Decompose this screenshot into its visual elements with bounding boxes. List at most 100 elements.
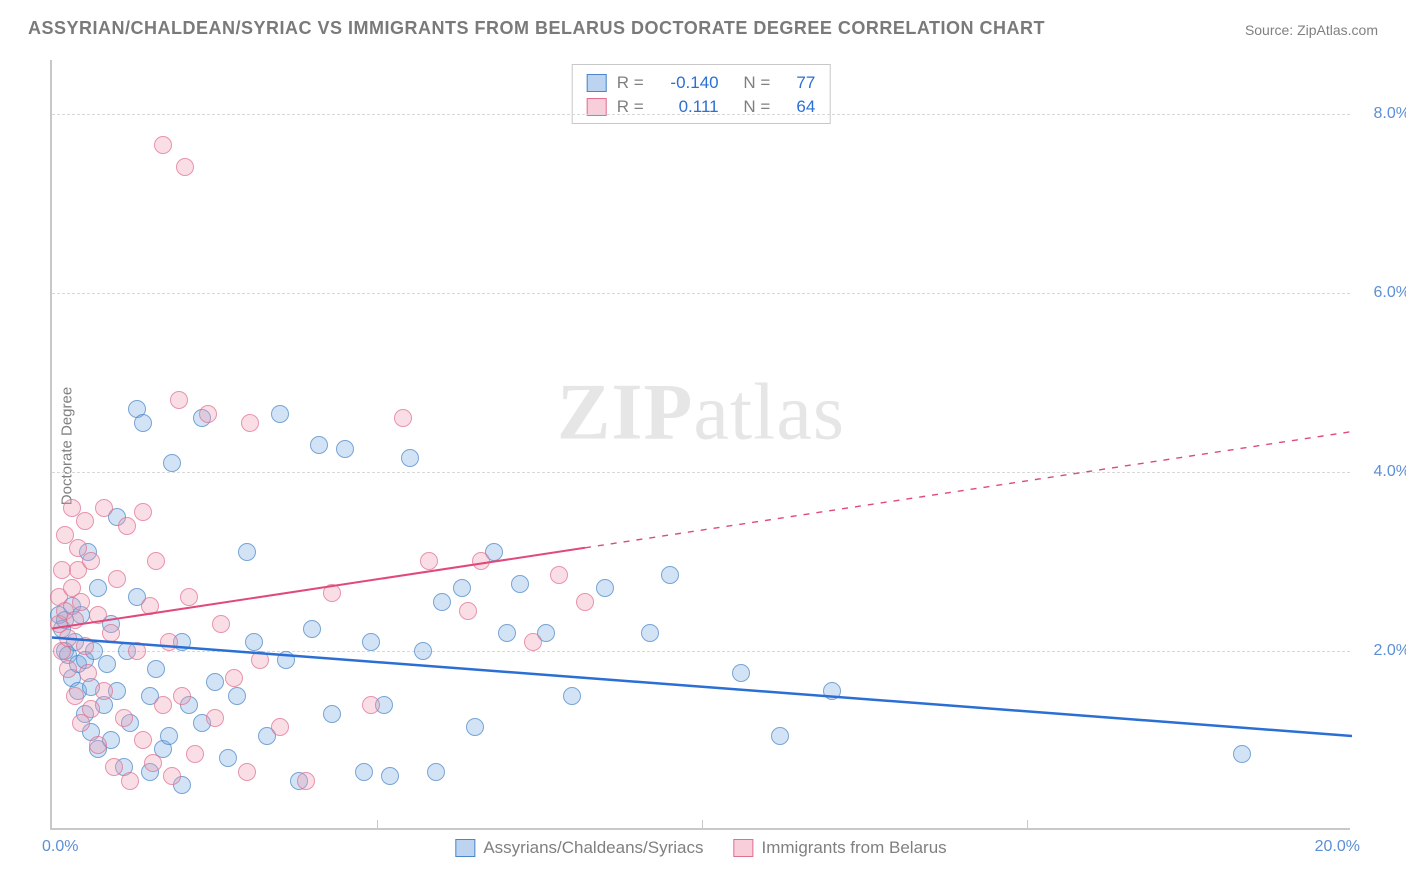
- data-point-blue: [401, 449, 419, 467]
- chart-title: ASSYRIAN/CHALDEAN/SYRIAC VS IMMIGRANTS F…: [28, 18, 1045, 39]
- plot-area: ZIPatlas R = -0.140 N = 77 R = 0.111 N =…: [50, 60, 1350, 830]
- data-point-blue: [303, 620, 321, 638]
- data-point-blue: [381, 767, 399, 785]
- legend-row-blue: R = -0.140 N = 77: [587, 71, 816, 95]
- data-point-pink: [118, 517, 136, 535]
- r-value-pink: 0.111: [654, 95, 719, 119]
- y-tick-label: 8.0%: [1355, 105, 1406, 123]
- data-point-pink: [186, 745, 204, 763]
- data-point-pink: [472, 552, 490, 570]
- data-point-pink: [420, 552, 438, 570]
- swatch-pink-icon: [733, 839, 753, 857]
- data-point-pink: [241, 414, 259, 432]
- data-point-blue: [160, 727, 178, 745]
- data-point-pink: [323, 584, 341, 602]
- data-point-blue: [147, 660, 165, 678]
- data-point-blue: [414, 642, 432, 660]
- data-point-blue: [245, 633, 263, 651]
- data-point-pink: [524, 633, 542, 651]
- data-point-pink: [212, 615, 230, 633]
- data-point-pink: [206, 709, 224, 727]
- data-point-pink: [128, 642, 146, 660]
- data-point-blue: [732, 664, 750, 682]
- data-point-pink: [147, 552, 165, 570]
- data-point-blue: [323, 705, 341, 723]
- data-point-pink: [95, 499, 113, 517]
- data-point-blue: [641, 624, 659, 642]
- data-point-blue: [362, 633, 380, 651]
- data-point-blue: [1233, 745, 1251, 763]
- data-point-pink: [108, 570, 126, 588]
- series-label-pink: Immigrants from Belarus: [761, 838, 946, 858]
- trend-solid-blue: [52, 638, 1352, 736]
- data-point-pink: [115, 709, 133, 727]
- x-tick-min: 0.0%: [42, 838, 78, 856]
- data-point-blue: [433, 593, 451, 611]
- chart-container: ASSYRIAN/CHALDEAN/SYRIAC VS IMMIGRANTS F…: [0, 0, 1406, 892]
- grid-line: [52, 114, 1350, 115]
- x-tick-max: 20.0%: [1315, 838, 1360, 856]
- data-point-pink: [66, 611, 84, 629]
- data-point-pink: [76, 512, 94, 530]
- data-point-pink: [134, 503, 152, 521]
- legend-item-pink: Immigrants from Belarus: [733, 838, 946, 858]
- data-point-pink: [144, 754, 162, 772]
- series-label-blue: Assyrians/Chaldeans/Syriacs: [483, 838, 703, 858]
- data-point-pink: [394, 409, 412, 427]
- y-tick-label: 2.0%: [1355, 642, 1406, 660]
- data-point-pink: [89, 736, 107, 754]
- data-point-blue: [563, 687, 581, 705]
- data-point-pink: [141, 597, 159, 615]
- data-point-pink: [66, 687, 84, 705]
- data-point-pink: [251, 651, 269, 669]
- data-point-blue: [427, 763, 445, 781]
- data-point-pink: [95, 682, 113, 700]
- correlation-legend: R = -0.140 N = 77 R = 0.111 N = 64: [572, 64, 831, 124]
- data-point-blue: [466, 718, 484, 736]
- data-point-pink: [297, 772, 315, 790]
- x-minor-tick: [702, 820, 703, 830]
- source-credit: Source: ZipAtlas.com: [1245, 22, 1378, 38]
- data-point-pink: [154, 136, 172, 154]
- data-point-blue: [498, 624, 516, 642]
- legend-row-pink: R = 0.111 N = 64: [587, 95, 816, 119]
- data-point-pink: [163, 767, 181, 785]
- watermark: ZIPatlas: [557, 368, 845, 459]
- data-point-blue: [163, 454, 181, 472]
- r-label: R =: [617, 71, 644, 95]
- data-point-blue: [661, 566, 679, 584]
- data-point-pink: [576, 593, 594, 611]
- data-point-pink: [59, 660, 77, 678]
- data-point-pink: [82, 700, 100, 718]
- data-point-blue: [238, 543, 256, 561]
- data-point-blue: [98, 655, 116, 673]
- data-point-pink: [271, 718, 289, 736]
- n-label: N =: [743, 71, 770, 95]
- data-point-pink: [180, 588, 198, 606]
- data-point-blue: [228, 687, 246, 705]
- data-point-blue: [596, 579, 614, 597]
- data-point-pink: [76, 637, 94, 655]
- trend-lines: [52, 60, 1352, 830]
- data-point-pink: [199, 405, 217, 423]
- data-point-pink: [59, 629, 77, 647]
- data-point-blue: [453, 579, 471, 597]
- data-point-blue: [771, 727, 789, 745]
- swatch-blue-icon: [455, 839, 475, 857]
- data-point-blue: [511, 575, 529, 593]
- source-link[interactable]: ZipAtlas.com: [1297, 22, 1378, 38]
- data-point-pink: [459, 602, 477, 620]
- r-value-blue: -0.140: [654, 71, 719, 95]
- data-point-pink: [72, 593, 90, 611]
- data-point-pink: [550, 566, 568, 584]
- data-point-pink: [105, 758, 123, 776]
- x-minor-tick: [377, 820, 378, 830]
- data-point-pink: [154, 696, 172, 714]
- legend-item-blue: Assyrians/Chaldeans/Syriacs: [455, 838, 703, 858]
- trend-dashed-pink: [585, 432, 1352, 548]
- data-point-pink: [238, 763, 256, 781]
- data-point-blue: [89, 579, 107, 597]
- data-point-pink: [176, 158, 194, 176]
- data-point-pink: [160, 633, 178, 651]
- grid-line: [52, 472, 1350, 473]
